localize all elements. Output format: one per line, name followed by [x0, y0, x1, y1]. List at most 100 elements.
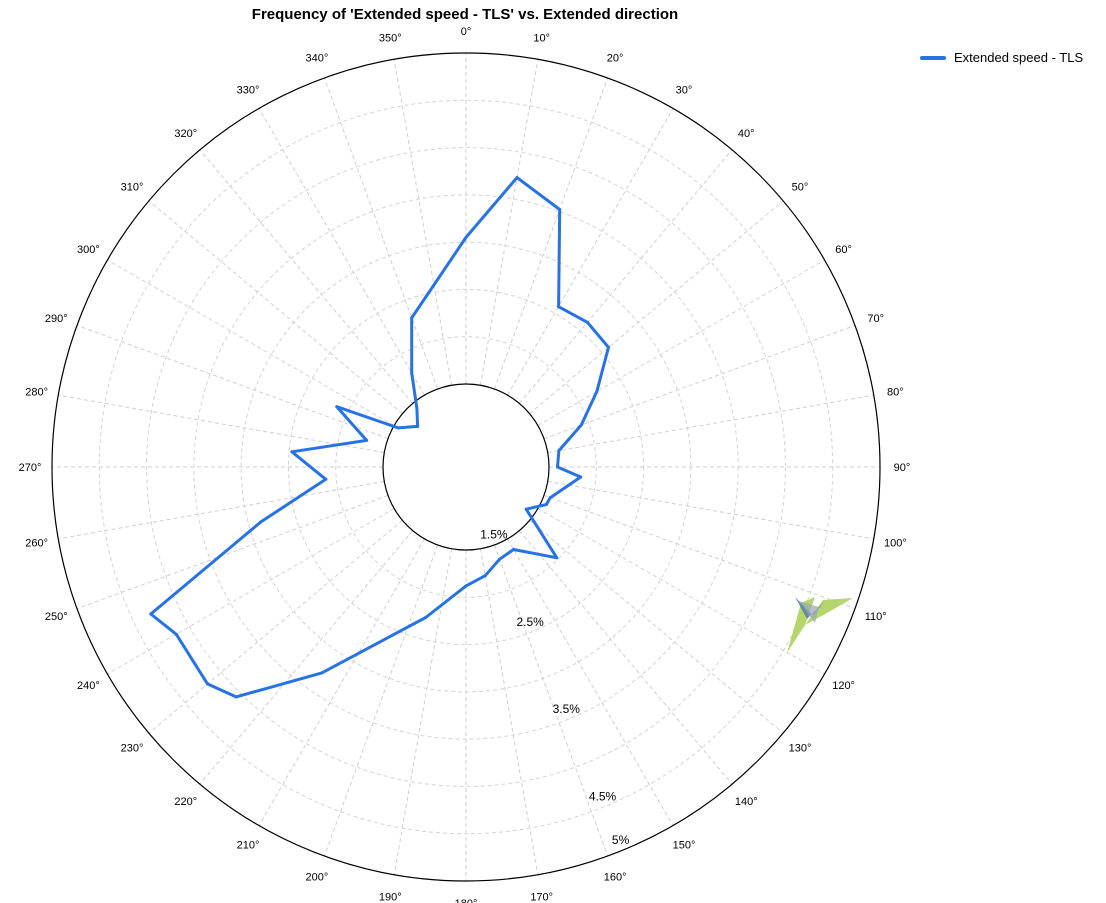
- series-point: [464, 235, 468, 239]
- grid-spoke: [529, 519, 784, 734]
- grid-spoke: [537, 259, 825, 426]
- series-point: [416, 424, 420, 428]
- series-point: [410, 316, 414, 320]
- grid-spoke: [507, 538, 674, 826]
- grid-spoke: [393, 59, 453, 386]
- grid-layer: [51, 52, 881, 882]
- angle-label: 230°: [121, 742, 144, 754]
- grid-spoke: [518, 530, 733, 785]
- grid-spoke: [518, 149, 733, 404]
- series-point: [234, 695, 238, 699]
- grid-spoke: [258, 108, 425, 396]
- grid-ring: [240, 241, 692, 693]
- series-point: [335, 405, 339, 409]
- series-point: [174, 632, 178, 636]
- grid-spoke: [543, 324, 856, 440]
- angle-label: 10°: [533, 33, 550, 45]
- series-point: [558, 207, 562, 211]
- angle-label: 310°: [121, 182, 144, 194]
- angle-label: 70°: [867, 313, 884, 325]
- angle-label: 210°: [237, 840, 260, 852]
- series-point: [415, 406, 419, 410]
- grid-spoke: [199, 530, 414, 785]
- series-point: [483, 574, 487, 578]
- series-point: [607, 345, 611, 349]
- series-point: [557, 305, 561, 309]
- angle-label: 330°: [237, 84, 260, 96]
- series-point: [512, 548, 516, 552]
- series-point: [557, 449, 561, 453]
- grid-spoke: [58, 480, 385, 540]
- grid-spoke: [493, 77, 609, 390]
- angle-label: 150°: [673, 840, 696, 852]
- angle-label: 40°: [738, 128, 755, 140]
- grid-spoke: [529, 200, 784, 415]
- legend-label: Extended speed - TLS: [954, 50, 1084, 65]
- series-point: [595, 389, 599, 393]
- angle-label: 170°: [530, 891, 553, 903]
- outer-circle: [51, 52, 881, 882]
- series-layer: [149, 176, 611, 699]
- grid-spoke: [107, 259, 395, 426]
- grid-spoke: [323, 544, 439, 857]
- angle-label: 60°: [835, 244, 852, 256]
- grid-ring: [287, 288, 645, 646]
- angle-label: 50°: [792, 182, 809, 194]
- angle-label: 200°: [305, 872, 328, 884]
- series-point: [365, 438, 369, 442]
- series-point: [555, 556, 559, 560]
- angle-label: 130°: [789, 742, 812, 754]
- angle-labels: 0° 10° 20° 30° 40° 50° 60° 70° 80° 90° 100° 110° 120…: [19, 26, 911, 903]
- chart-title: Frequency of 'Extended speed - TLS' vs. …: [251, 6, 679, 23]
- angle-label: 250°: [45, 611, 68, 623]
- radial-tick-label: 3.5%: [553, 702, 581, 716]
- grid-spoke: [493, 544, 609, 857]
- series-point: [259, 520, 263, 524]
- angle-label: 180°: [455, 898, 478, 903]
- radial-tick-label: 4.5%: [589, 790, 617, 804]
- series-point: [149, 612, 153, 616]
- angle-label: 270°: [19, 462, 42, 474]
- grid-spoke: [479, 59, 539, 386]
- series-point: [464, 584, 468, 588]
- radial-tick-label: 1.5%: [480, 527, 508, 541]
- grid-spoke: [148, 519, 403, 734]
- grid-spoke: [148, 200, 403, 415]
- series-point: [515, 176, 519, 180]
- angle-label: 220°: [174, 796, 197, 808]
- grid-spoke: [76, 494, 389, 610]
- angle-label: 30°: [676, 84, 693, 96]
- grid-spoke: [537, 508, 825, 675]
- legend-swatch: [920, 55, 946, 60]
- series-line: [149, 176, 610, 699]
- angle-label: 100°: [884, 538, 907, 550]
- series-point: [320, 671, 324, 675]
- series-point: [579, 475, 583, 479]
- grid-ring: [146, 147, 786, 787]
- grid-spoke: [547, 394, 874, 454]
- angle-label: 140°: [735, 796, 758, 808]
- grid-spoke: [58, 394, 385, 454]
- angle-label: 110°: [865, 611, 887, 623]
- radial-tick-label: 2.5%: [516, 615, 544, 629]
- angle-label: 340°: [305, 52, 328, 64]
- grid-spoke: [507, 108, 674, 396]
- grid-spoke: [547, 480, 874, 540]
- series-point: [548, 496, 552, 500]
- series-point: [524, 507, 528, 511]
- angle-label: 190°: [379, 891, 402, 903]
- angle-label: 320°: [174, 128, 197, 140]
- series-point: [424, 616, 428, 620]
- series-point: [324, 477, 328, 481]
- inner-circle: [382, 383, 550, 551]
- radial-tick-labels: 1.5% 2.5% 3.5% 4.5% 5%: [480, 527, 629, 847]
- grid-spoke: [199, 149, 414, 404]
- series-point: [556, 465, 560, 469]
- series-point: [579, 423, 583, 427]
- series-point: [498, 557, 502, 561]
- legend: Extended speed - TLS: [920, 50, 1083, 65]
- angle-label: 280°: [25, 386, 48, 398]
- grid-ring: [193, 194, 739, 740]
- angle-label: 20°: [607, 52, 624, 64]
